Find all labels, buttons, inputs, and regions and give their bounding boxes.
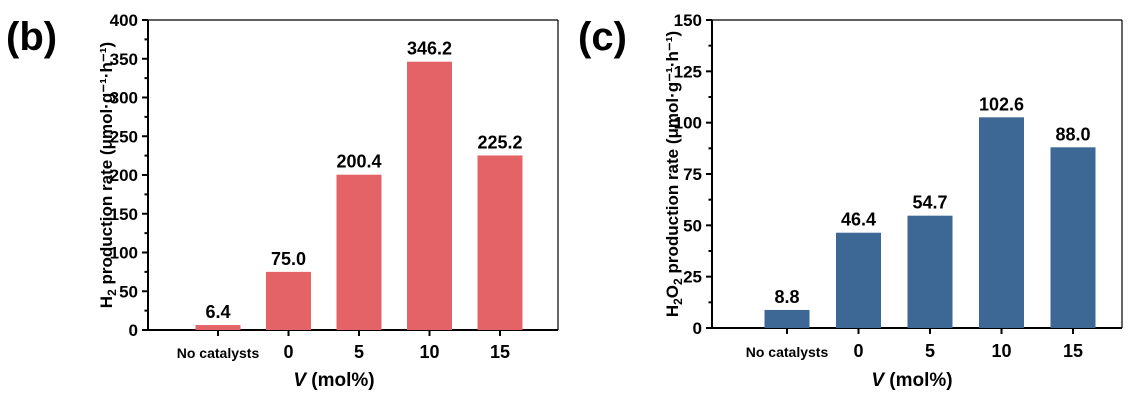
y-tick-label: 50 — [683, 216, 702, 235]
x-tick-label: 15 — [1063, 341, 1083, 361]
data-label: 8.8 — [774, 287, 799, 307]
data-label: 46.4 — [841, 210, 876, 230]
y-tick-label: 250 — [110, 127, 138, 146]
y-tick-label: 125 — [674, 62, 702, 81]
y-tick-label: 100 — [674, 114, 702, 133]
data-label: 346.2 — [407, 39, 452, 59]
x-tick-label: 0 — [853, 341, 863, 361]
bar-10 — [979, 117, 1024, 328]
x-tick-label: 10 — [991, 341, 1011, 361]
x-axis-title: V (mol%) — [871, 370, 952, 391]
y-tick-label: 0 — [129, 321, 138, 340]
x-tick-label: 10 — [419, 342, 439, 362]
bar-15 — [477, 155, 523, 330]
chart-panel-c: (c) 0 25 50 75 100 125 150 No catalysts 8.8 0 46.4 5… — [578, 11, 1123, 391]
x-tick-label: 5 — [354, 342, 364, 362]
y-tick-label: 350 — [110, 50, 138, 69]
data-label: 88.0 — [1055, 124, 1090, 144]
x-tick-label: 5 — [925, 341, 935, 361]
panel-label: (c) — [578, 15, 627, 59]
bar-no-catalysts — [195, 325, 241, 330]
panel-label: (b) — [6, 15, 57, 59]
data-label: 225.2 — [477, 132, 522, 152]
x-tick-label: 0 — [283, 342, 293, 362]
y-tick-label: 200 — [110, 166, 138, 185]
data-label: 200.4 — [336, 152, 381, 172]
bar-15 — [1050, 147, 1096, 328]
y-axis-title: H2 production rate (μmol·g⁻¹·h⁻¹) — [97, 42, 119, 308]
bar-5 — [336, 174, 382, 330]
x-tick-label: 15 — [490, 342, 510, 362]
bar-5 — [907, 215, 953, 328]
y-axis-title: H2O2 production rate (μmol·g⁻¹·h⁻¹) — [663, 31, 685, 317]
bar-no-catalysts — [764, 309, 810, 328]
y-tick-label: 50 — [119, 282, 138, 301]
x-axis-title: V (mol%) — [293, 370, 374, 391]
y-tick-label: 75 — [683, 165, 702, 184]
y-tick-label: 100 — [110, 244, 138, 263]
x-tick-label: No catalysts — [177, 345, 260, 361]
x-tick-label: No catalysts — [746, 344, 829, 360]
bar-0 — [836, 232, 881, 328]
data-label: 75.0 — [271, 249, 306, 269]
data-label: 54.7 — [912, 193, 947, 213]
bar-10 — [407, 61, 452, 330]
data-label: 6.4 — [205, 302, 230, 322]
data-label: 102.6 — [979, 94, 1024, 114]
y-tick-label: 300 — [110, 89, 138, 108]
y-tick-label: 150 — [110, 205, 138, 224]
y-tick-label: 25 — [683, 268, 702, 287]
y-tick-label: 150 — [674, 11, 702, 30]
y-tick-label: 0 — [693, 319, 702, 338]
bar-0 — [266, 271, 311, 330]
y-tick-label: 400 — [110, 11, 138, 30]
